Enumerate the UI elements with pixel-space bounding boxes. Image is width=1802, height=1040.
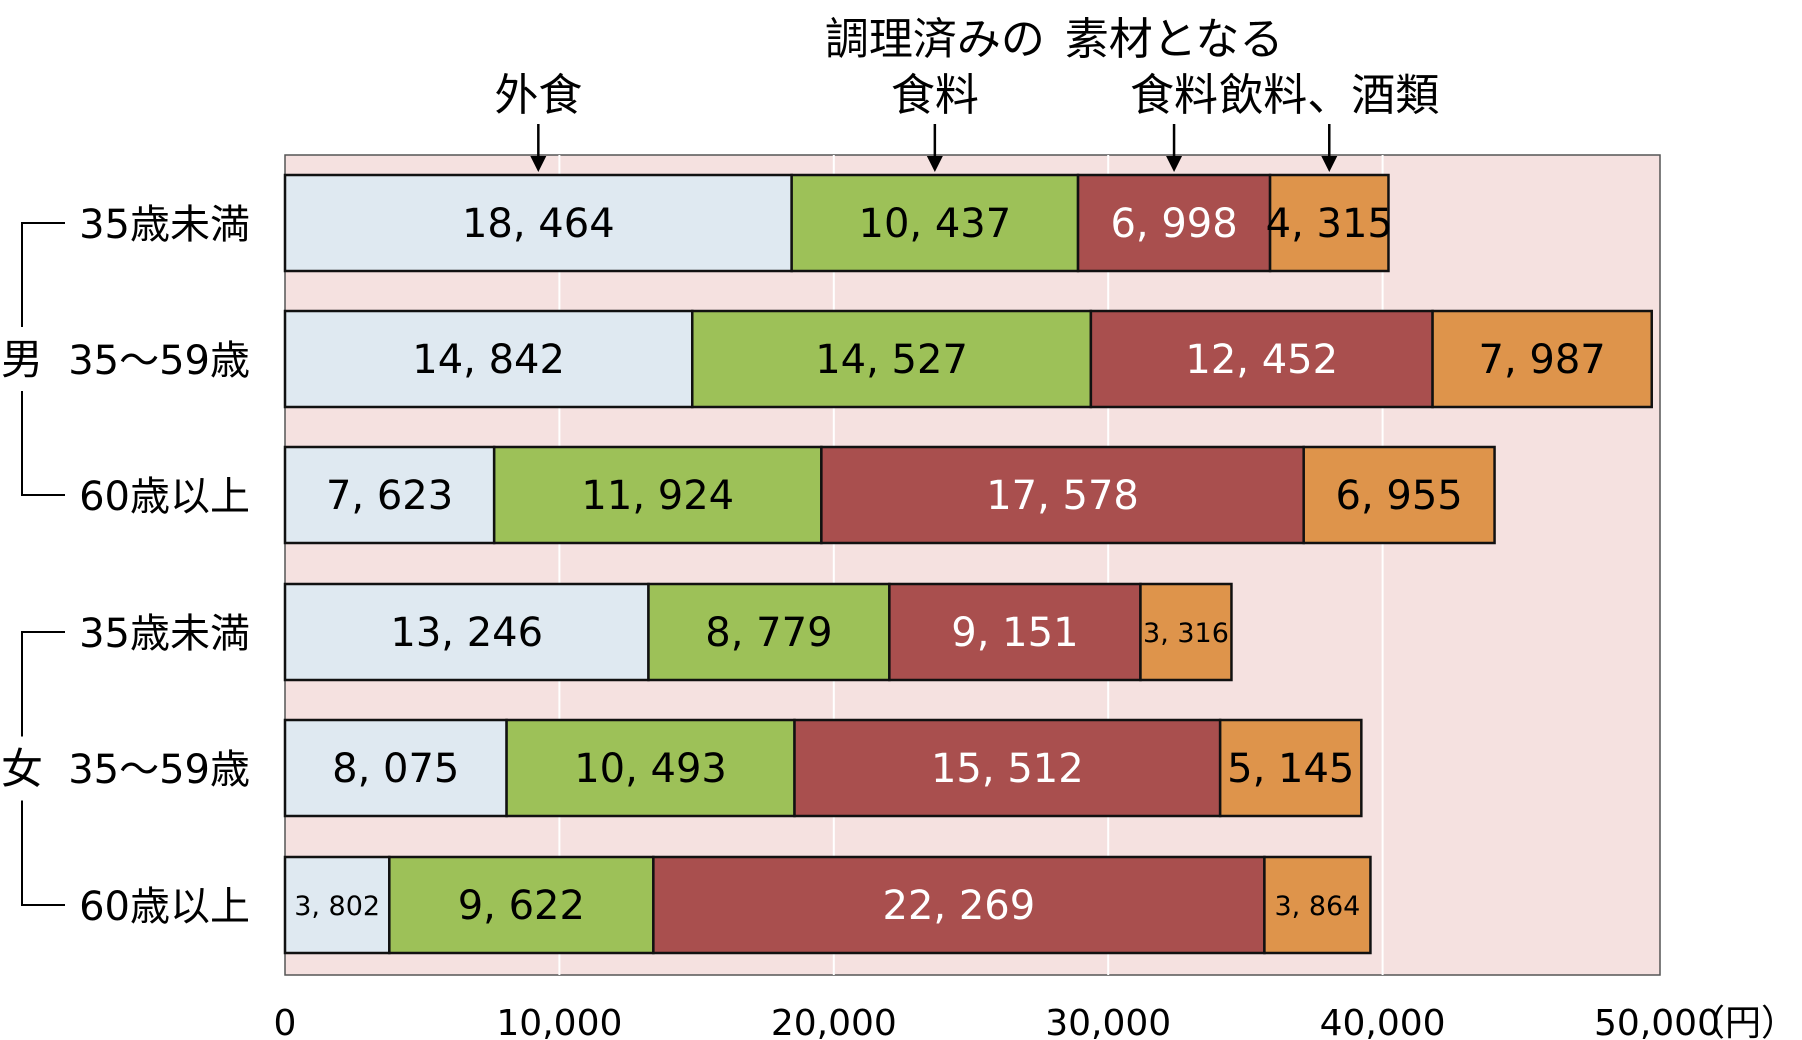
column-header: 飲料、酒類 [1219, 70, 1439, 121]
header-arrow-head [926, 156, 943, 172]
bar-segment [820, 445, 1305, 545]
group-label: 女 [1, 745, 43, 794]
x-tick-label: 0 [274, 1003, 297, 1040]
bar-segment [283, 855, 391, 955]
bar-segment [1268, 173, 1390, 273]
row-label: 35～59歳 [68, 338, 250, 384]
data-label: 3, 802 [294, 891, 380, 922]
data-label: 15, 512 [931, 746, 1084, 792]
row-label: 35歳未満 [79, 202, 250, 248]
data-label: 12, 452 [1185, 337, 1338, 383]
row-label: 60歳以上 [79, 474, 250, 520]
bar-segment [1431, 309, 1653, 409]
bar-segment [283, 173, 793, 273]
bar-segment [691, 309, 1093, 409]
bar-segment [1263, 855, 1372, 955]
header-arrow-head [1166, 156, 1183, 172]
data-label: 22, 269 [883, 883, 1036, 929]
column-header: 外食 [494, 70, 582, 121]
data-label: 14, 527 [815, 337, 968, 383]
data-label: 14, 842 [412, 337, 565, 383]
x-tick-label: 30,000 [1045, 1003, 1171, 1040]
data-label: 6, 998 [1110, 201, 1237, 247]
data-label: 11, 924 [581, 473, 734, 519]
x-tick-label: 50,000 [1594, 1003, 1720, 1040]
x-unit-label: （円） [1689, 1003, 1797, 1040]
data-label: 3, 316 [1143, 618, 1229, 649]
bar-segment [790, 173, 1080, 273]
bar-segment [283, 445, 496, 545]
bar-segment [793, 718, 1222, 818]
header-arrow-head [1321, 156, 1338, 172]
header-arrow-head [530, 156, 547, 172]
data-label: 9, 622 [458, 883, 585, 929]
bar-segment [505, 718, 796, 818]
x-tick-label: 10,000 [496, 1003, 622, 1040]
plot-area [284, 154, 1661, 976]
column-header: 食料 [1130, 70, 1218, 121]
column-header: 調理済みの [825, 14, 1045, 65]
data-label: 10, 493 [574, 746, 727, 792]
data-label: 13, 246 [390, 610, 543, 656]
row-label: 60歳以上 [79, 884, 250, 930]
x-tick-label: 40,000 [1320, 1003, 1446, 1040]
group-bracket [21, 222, 65, 496]
group-label: 男 [1, 335, 43, 384]
data-label: 9, 151 [951, 610, 1078, 656]
column-header: 食料 [891, 70, 979, 121]
row-label: 35～59歳 [68, 747, 250, 793]
bar-segment [1218, 718, 1363, 818]
bar-segment [283, 582, 650, 682]
bar-segment [283, 309, 694, 409]
data-label: 8, 779 [705, 610, 832, 656]
bar-segment [1302, 445, 1496, 545]
data-label: 8, 075 [332, 746, 459, 792]
data-label: 7, 987 [1479, 337, 1606, 383]
data-label: 10, 437 [859, 201, 1012, 247]
group-bracket [21, 631, 65, 906]
data-label: 7, 623 [326, 473, 453, 519]
bar-segment [1076, 173, 1272, 273]
bar-segment [1139, 582, 1233, 682]
bar-segment [647, 582, 891, 682]
x-tick-label: 20,000 [771, 1003, 897, 1040]
data-label: 18, 464 [462, 201, 615, 247]
bar-segment [388, 855, 655, 955]
data-label: 3, 864 [1274, 891, 1360, 922]
data-label: 4, 315 [1266, 201, 1393, 247]
bar-segment [492, 445, 823, 545]
data-label: 6, 955 [1336, 473, 1463, 519]
data-label: 5, 145 [1227, 746, 1354, 792]
column-header: 素材となる [1065, 14, 1284, 65]
row-label: 35歳未満 [79, 611, 250, 657]
data-label: 17, 578 [986, 473, 1139, 519]
